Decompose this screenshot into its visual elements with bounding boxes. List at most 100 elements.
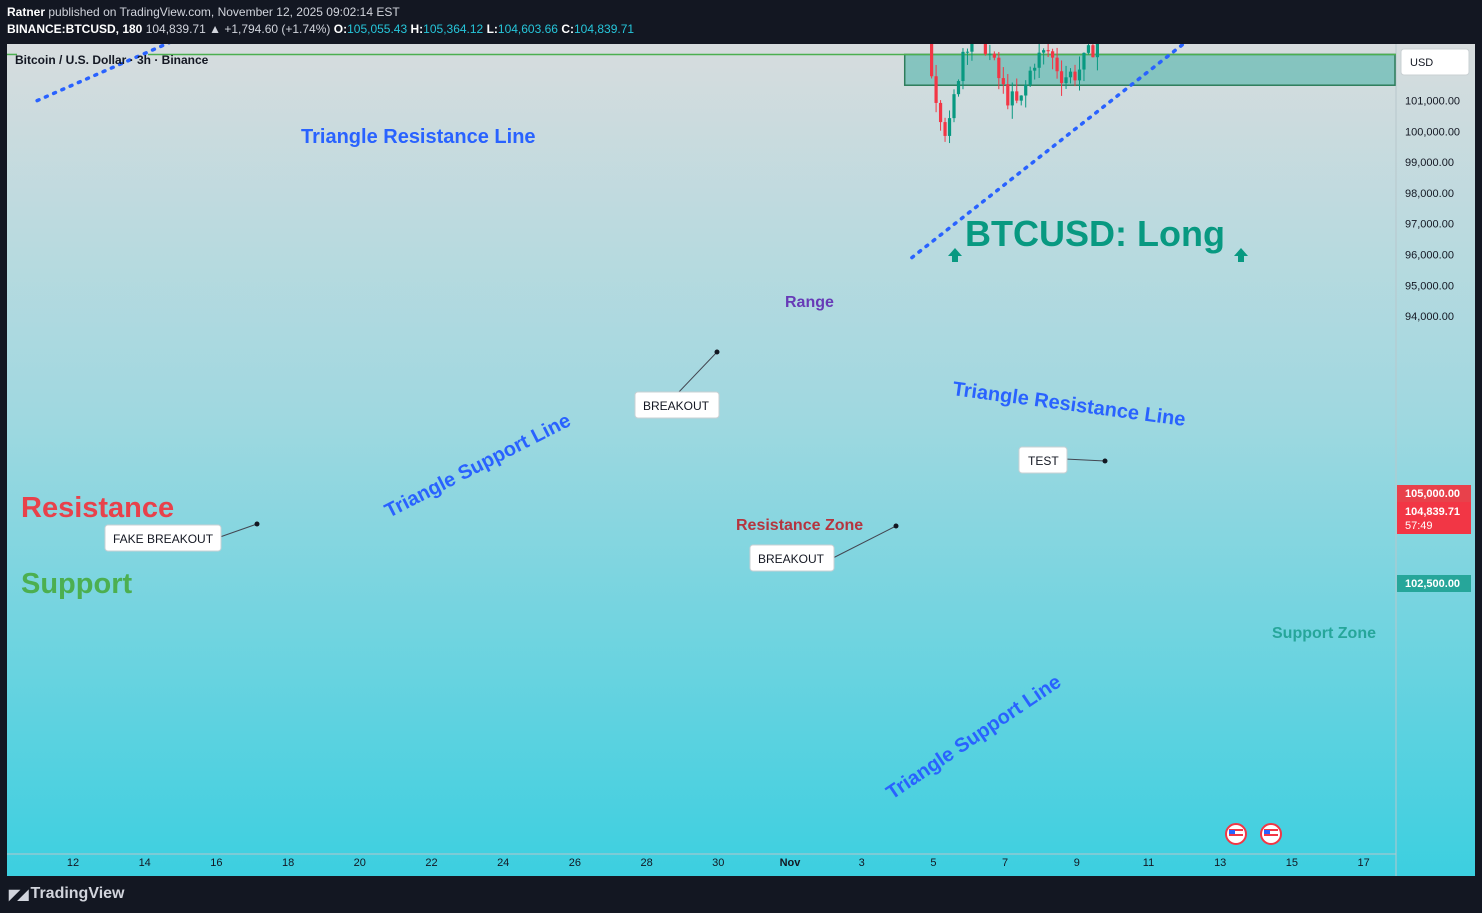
price-chart[interactable]: 102,000.00101,000.00100,000.0099,000.009… (7, 0, 1475, 876)
author-name[interactable]: Ratner (7, 5, 46, 19)
candle-body (1001, 78, 1005, 85)
chart-area[interactable]: 102,000.00101,000.00100,000.0099,000.009… (7, 0, 1475, 876)
candle-body (956, 81, 961, 95)
currency-label: USD (1410, 57, 1433, 69)
chart-background (7, 44, 1475, 876)
high-label: H: (410, 22, 424, 36)
x-tick-label: 12 (67, 857, 79, 869)
us-flag-icon[interactable] (1225, 823, 1247, 845)
close-label: C: (561, 22, 574, 36)
candle-body (1073, 71, 1077, 81)
bar-countdown: 57:49 (1405, 520, 1433, 532)
breakout-label-2: BREAKOUT (758, 552, 825, 566)
candle-body (943, 122, 947, 136)
breakout-callout-2: BREAKOUT (749, 523, 899, 572)
ohlc-line: BINANCE:BTCUSD, 180 104,839.71 ▲ +1,794.… (7, 22, 634, 36)
candle-body (1059, 71, 1064, 84)
breakout-label-1: BREAKOUT (643, 399, 710, 413)
breakout-callout-1: BREAKOUT (634, 349, 720, 419)
fake-breakout-label: FAKE BREAKOUT (113, 532, 214, 546)
price-tag-support: 102,500.00 (1397, 575, 1471, 592)
published-text: published on TradingView.com, November 1… (48, 5, 400, 19)
y-tick-label: 101,000.00 (1405, 96, 1460, 108)
candle-body (1077, 69, 1082, 81)
open-value: 105,055.43 (347, 22, 408, 36)
candle-body (1019, 95, 1023, 101)
x-tick-label: 7 (1002, 857, 1008, 869)
candle-body (1086, 45, 1091, 53)
candle-body (930, 23, 934, 77)
tradingview-logo-text: TradingView (30, 885, 125, 902)
chart-title: Bitcoin / U.S. Dollar · 3h · Binance (15, 53, 209, 67)
resistance-label: Resistance (21, 492, 174, 524)
y-tick-label: 97,000.00 (1405, 219, 1454, 231)
y-tick-label: 98,000.00 (1405, 188, 1454, 200)
y-tick-label: 100,000.00 (1405, 126, 1460, 138)
candle-body (1024, 84, 1028, 96)
candle-body (1042, 50, 1046, 53)
footer-bar: ◤◢ TradingView (0, 876, 1482, 913)
currency-button[interactable] (1400, 48, 1470, 76)
candle-body (938, 102, 943, 123)
triangle-resistance-label-1: Triangle Resistance Line (301, 126, 536, 148)
fake-breakout-callout: FAKE BREAKOUT (104, 521, 260, 552)
candle-body (947, 118, 952, 136)
high-value: 105,364.12 (423, 22, 484, 36)
candle-body (1046, 50, 1050, 52)
x-tick-label: 16 (210, 857, 222, 869)
test-callout: TEST (1018, 446, 1108, 474)
candle-body (1010, 91, 1014, 106)
candle-body (988, 53, 992, 55)
price-change: ▲ +1,794.60 (+1.74%) (209, 22, 331, 36)
candle-body (992, 53, 996, 58)
candle-body (1051, 51, 1055, 58)
candle-body (970, 35, 974, 52)
low-label: L: (486, 22, 498, 36)
y-tick-label: 99,000.00 (1405, 157, 1454, 169)
close-value: 104,839.71 (573, 22, 635, 36)
support-label: Support (21, 568, 132, 600)
x-tick-label: 22 (425, 857, 437, 869)
current-price-tag: 104,839.71 (1405, 506, 1460, 518)
publish-header: Ratner published on TradingView.com, Nov… (0, 0, 1482, 44)
y-tick-label: 96,000.00 (1405, 249, 1454, 261)
candle-body (934, 76, 938, 103)
tradingview-logo[interactable]: ◤◢ TradingView (9, 885, 125, 903)
x-tick-label: 20 (354, 857, 366, 869)
x-tick-label: 17 (1357, 857, 1369, 869)
us-flag-icon[interactable] (1260, 823, 1282, 845)
x-tick-label: 15 (1286, 857, 1298, 869)
x-tick-label: 9 (1074, 857, 1080, 869)
x-tick-label: 30 (712, 857, 724, 869)
resistance-zone-label: Resistance Zone (736, 517, 863, 534)
low-value: 104,603.66 (497, 22, 558, 36)
candle-body (1064, 77, 1068, 84)
up-arrow-icon (948, 248, 962, 262)
candle-body (1015, 91, 1019, 101)
candle-body (1082, 52, 1086, 70)
candle-body (1068, 71, 1073, 78)
candle-body (1091, 45, 1095, 58)
y-tick-label: 94,000.00 (1405, 311, 1454, 323)
candle-body (1028, 70, 1032, 85)
test-label: TEST (1028, 454, 1059, 468)
x-tick-label: 24 (497, 857, 509, 869)
last-price: 104,839.71 (145, 22, 206, 36)
tradingview-logo-icon: ◤◢ (9, 885, 28, 902)
x-tick-label: 11 (1143, 857, 1154, 869)
candle-body (1037, 52, 1041, 68)
x-tick-label: 14 (139, 857, 151, 869)
candle-body (952, 94, 956, 119)
support-price-tag: 102,500.00 (1405, 578, 1460, 590)
candle-body (1033, 67, 1037, 71)
symbol-label: BINANCE:BTCUSD, 180 (7, 22, 143, 36)
candle-body (965, 51, 970, 53)
x-tick-label: 26 (569, 857, 581, 869)
candle-body (1006, 84, 1010, 106)
candle-body (961, 51, 965, 82)
candle-body (983, 24, 987, 55)
x-tick-label: 3 (859, 857, 865, 869)
price-tag-resistance: 105,000.00 (1397, 485, 1471, 502)
support-zone-label: Support Zone (1272, 625, 1376, 642)
x-tick-label: 18 (282, 857, 294, 869)
